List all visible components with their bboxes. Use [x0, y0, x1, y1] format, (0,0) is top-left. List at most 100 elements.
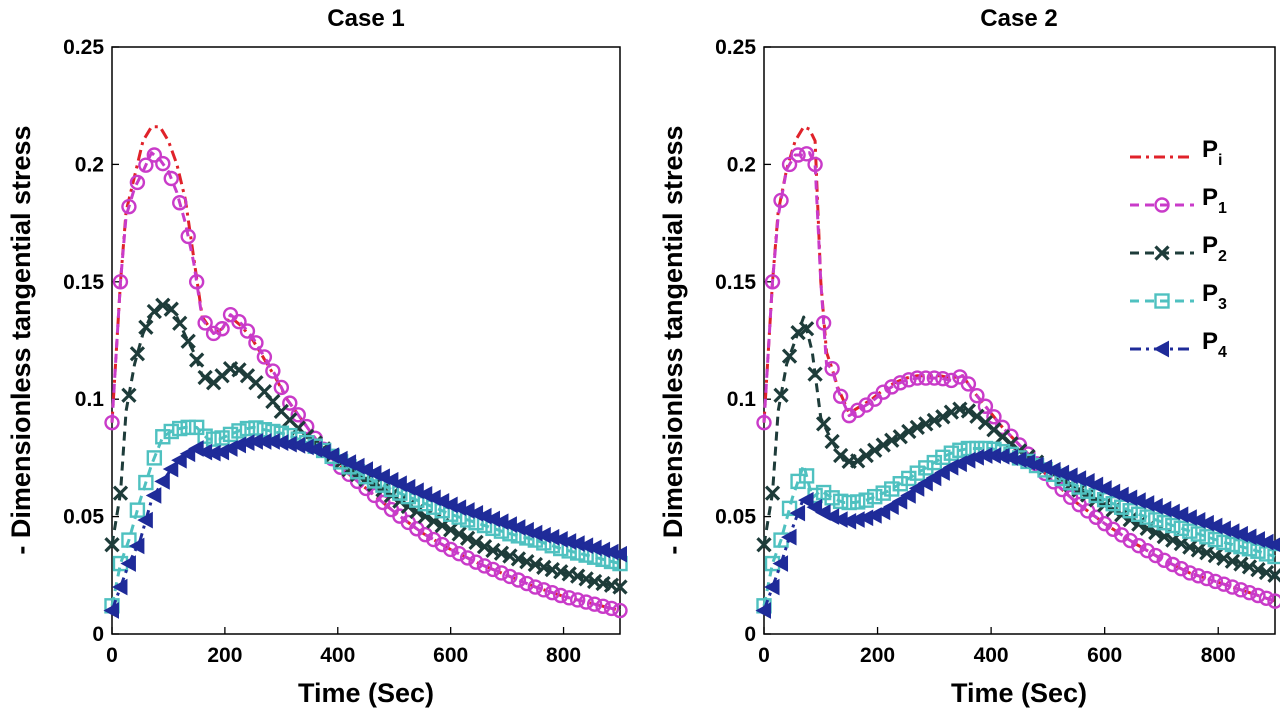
data-point-circle — [798, 146, 815, 162]
data-point-x — [935, 409, 951, 425]
data-point-square — [197, 428, 213, 444]
data-point-x — [129, 346, 146, 362]
data-point-triangle-left — [763, 578, 780, 596]
data-point-square — [781, 500, 798, 517]
data-point-x — [451, 526, 467, 542]
data-point-triangle-left — [1153, 340, 1169, 358]
data-point-circle — [468, 554, 484, 570]
data-point-x — [527, 556, 543, 573]
y-tick-label: 0.15 — [63, 271, 104, 294]
data-point-square — [841, 494, 857, 511]
data-point-circle — [807, 156, 823, 173]
data-point-circle — [1199, 570, 1215, 587]
x-tick-label: 200 — [860, 644, 895, 667]
data-point-x — [104, 537, 120, 553]
data-point-x — [773, 387, 789, 403]
data-point-square — [858, 492, 874, 508]
data-point-circle — [214, 321, 230, 337]
data-point-x — [1199, 545, 1215, 561]
data-point-circle — [612, 602, 628, 619]
data-point-circle — [273, 379, 290, 396]
data-point-circle — [926, 370, 943, 386]
data-point-triangle-left — [891, 493, 908, 510]
data-point-circle — [935, 370, 951, 387]
data-point-square — [222, 426, 239, 443]
data-point-x — [960, 403, 977, 419]
y-tick-label: 0.05 — [715, 506, 756, 529]
data-point-circle — [781, 156, 798, 173]
data-point-x — [155, 297, 171, 313]
data-point-circle — [256, 349, 273, 365]
data-point-x — [1241, 559, 1258, 575]
data-point-circle — [265, 363, 281, 379]
data-point-triangle-left — [789, 504, 806, 522]
data-point-x — [476, 539, 493, 555]
data-point-circle — [231, 314, 247, 330]
data-point-circle — [1182, 565, 1198, 581]
x-tick-label: 200 — [207, 644, 242, 667]
series-layer-case-2 — [755, 125, 1280, 619]
data-point-x — [417, 508, 433, 524]
data-point-circle — [1165, 556, 1181, 573]
data-point-circle — [884, 379, 900, 395]
data-point-x — [1190, 542, 1206, 558]
data-point-circle — [790, 147, 806, 163]
data-point-x — [519, 554, 535, 570]
x-tick-label: 400 — [320, 644, 355, 667]
data-point-x — [485, 542, 501, 559]
series-line-pi — [762, 125, 1276, 603]
data-point-square — [231, 423, 247, 439]
data-point-x — [884, 432, 900, 448]
y-tick-label: 0.05 — [63, 506, 104, 529]
data-point-square — [155, 429, 171, 445]
data-point-x — [570, 568, 586, 584]
data-point-square — [935, 449, 951, 466]
data-point-square — [1139, 509, 1155, 525]
data-point-square — [1131, 506, 1147, 522]
data-point-x — [824, 433, 840, 450]
data-point-x — [815, 416, 832, 432]
data-point-circle — [1207, 573, 1224, 590]
data-point-triangle-left — [103, 602, 119, 619]
legend-label-sub: 4 — [1218, 344, 1227, 361]
data-point-circle — [603, 600, 620, 617]
data-point-circle — [986, 409, 1002, 425]
data-point-x — [943, 404, 959, 420]
data-point-square — [960, 440, 977, 457]
data-point-circle — [1267, 593, 1280, 609]
x-tick-label: 600 — [1087, 644, 1122, 667]
data-point-square — [121, 532, 137, 548]
data-point-x — [197, 369, 213, 386]
data-point-circle — [205, 325, 222, 342]
y-ticks-case-2: 0 0.05 0.1 0.15 0.2 0.25 — [715, 36, 771, 646]
data-point-square — [172, 420, 188, 437]
data-point-circle — [901, 372, 917, 388]
legend: Pi P1 P2 P3 P4 — [1130, 136, 1227, 361]
data-point-x — [875, 437, 891, 453]
data-point-square — [1148, 512, 1164, 528]
data-point-circle — [1154, 197, 1170, 213]
data-point-square — [1250, 543, 1266, 559]
data-point-square — [214, 430, 230, 446]
data-point-circle — [163, 170, 179, 187]
data-point-x — [1154, 245, 1170, 261]
data-point-circle — [417, 526, 433, 543]
data-point-square — [1267, 548, 1280, 565]
data-point-square — [1190, 526, 1207, 542]
data-point-circle — [960, 376, 977, 392]
data-point-circle — [519, 575, 535, 592]
y-tick-label: 0.1 — [727, 388, 757, 411]
y-tick-label: 0.1 — [75, 388, 105, 411]
data-point-x — [1173, 535, 1189, 552]
data-point-circle — [764, 274, 781, 290]
data-point-x — [926, 412, 942, 428]
data-point-triangle-left — [772, 555, 789, 572]
data-point-x — [1216, 550, 1232, 567]
data-point-square — [256, 422, 273, 438]
data-point-square — [1165, 517, 1181, 534]
data-point-circle — [1241, 584, 1258, 601]
data-point-x — [833, 447, 849, 464]
data-point-x — [798, 321, 815, 337]
data-point-square — [1182, 523, 1198, 539]
